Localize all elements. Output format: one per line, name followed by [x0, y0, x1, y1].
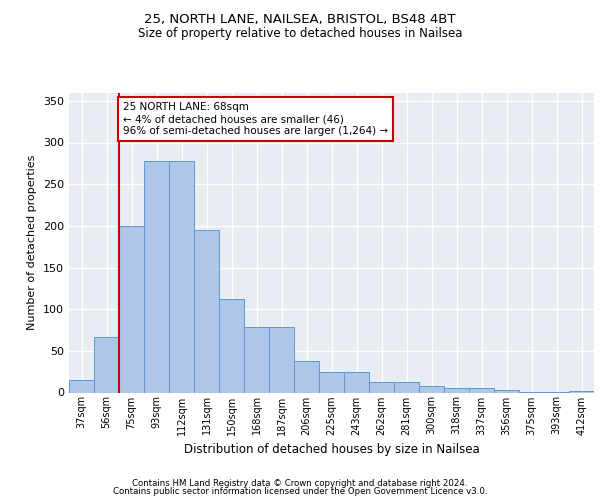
Bar — [444, 388, 469, 392]
Text: 25 NORTH LANE: 68sqm
← 4% of detached houses are smaller (46)
96% of semi-detach: 25 NORTH LANE: 68sqm ← 4% of detached ho… — [123, 102, 388, 136]
Bar — [269, 326, 294, 392]
Bar — [319, 372, 344, 392]
Bar — [119, 226, 144, 392]
Bar — [469, 388, 494, 392]
Bar — [394, 382, 419, 392]
Text: Size of property relative to detached houses in Nailsea: Size of property relative to detached ho… — [138, 28, 462, 40]
Bar — [344, 372, 369, 392]
Bar — [69, 380, 94, 392]
Bar — [569, 391, 594, 392]
Text: Contains public sector information licensed under the Open Government Licence v3: Contains public sector information licen… — [113, 488, 487, 496]
Bar — [294, 361, 319, 392]
Bar — [194, 230, 219, 392]
X-axis label: Distribution of detached houses by size in Nailsea: Distribution of detached houses by size … — [184, 443, 479, 456]
Bar — [369, 382, 394, 392]
Y-axis label: Number of detached properties: Number of detached properties — [28, 155, 37, 330]
Bar — [419, 386, 444, 392]
Text: Contains HM Land Registry data © Crown copyright and database right 2024.: Contains HM Land Registry data © Crown c… — [132, 478, 468, 488]
Text: 25, NORTH LANE, NAILSEA, BRISTOL, BS48 4BT: 25, NORTH LANE, NAILSEA, BRISTOL, BS48 4… — [144, 12, 456, 26]
Bar — [94, 336, 119, 392]
Bar — [144, 161, 169, 392]
Bar — [169, 161, 194, 392]
Bar — [494, 390, 519, 392]
Bar — [219, 299, 244, 392]
Bar — [244, 326, 269, 392]
